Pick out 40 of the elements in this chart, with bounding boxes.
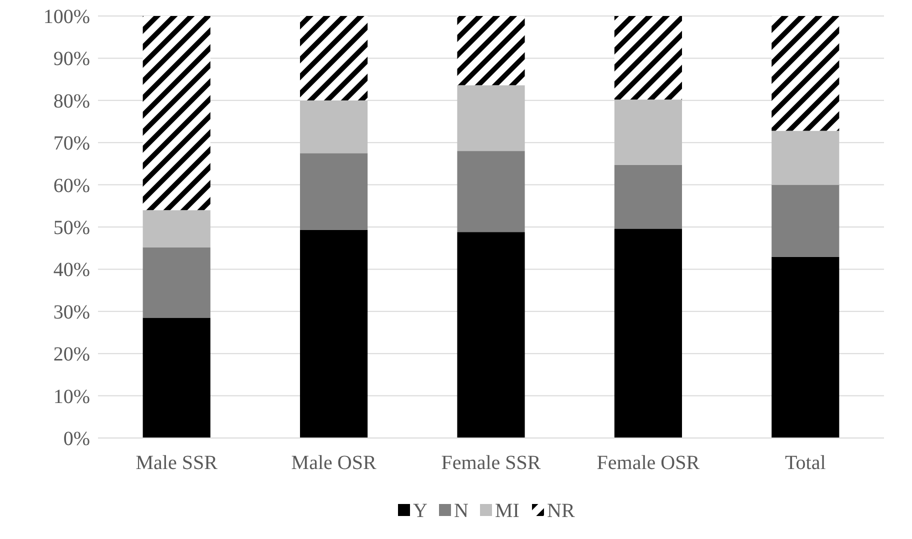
bar bbox=[614, 16, 682, 100]
bar bbox=[457, 16, 525, 86]
bar bbox=[300, 100, 368, 154]
y-tick-label: 60% bbox=[53, 174, 90, 197]
bar bbox=[142, 247, 210, 318]
x-tick-label: Total bbox=[784, 452, 826, 474]
bar bbox=[614, 228, 682, 438]
y-tick-label: 0% bbox=[63, 428, 90, 450]
y-tick-label: 80% bbox=[53, 90, 90, 112]
y-tick-label: 40% bbox=[53, 259, 90, 282]
legend-label: N bbox=[454, 500, 468, 522]
x-tick-label: Female OSR bbox=[596, 452, 700, 474]
bar bbox=[300, 16, 368, 100]
x-tick-label: Male OSR bbox=[291, 452, 377, 474]
bar bbox=[772, 130, 840, 185]
y-tick-label: 70% bbox=[53, 132, 90, 155]
legend-label: Y bbox=[413, 500, 428, 522]
y-tick-label: 100% bbox=[43, 6, 90, 28]
x-tick-label: Female SSR bbox=[441, 452, 542, 474]
bar bbox=[772, 16, 840, 131]
bar bbox=[142, 210, 210, 248]
bar bbox=[614, 100, 682, 165]
bar bbox=[142, 318, 210, 438]
bar bbox=[614, 164, 682, 229]
bar bbox=[457, 85, 525, 152]
y-tick-label: 90% bbox=[53, 48, 90, 70]
bar bbox=[457, 151, 525, 232]
y-tick-label: 30% bbox=[53, 301, 90, 324]
bar bbox=[772, 256, 840, 438]
y-tick-label: 50% bbox=[53, 217, 90, 239]
bar bbox=[772, 184, 840, 257]
y-tick-label: 10% bbox=[53, 386, 90, 408]
bar bbox=[300, 230, 368, 438]
bar bbox=[300, 153, 368, 230]
y-tick-label: 20% bbox=[53, 344, 90, 366]
legend-label: NR bbox=[547, 500, 576, 522]
bar bbox=[142, 16, 210, 210]
legend-label: MI bbox=[495, 500, 520, 522]
bar bbox=[457, 232, 525, 438]
x-tick-label: Male SSR bbox=[136, 452, 218, 474]
